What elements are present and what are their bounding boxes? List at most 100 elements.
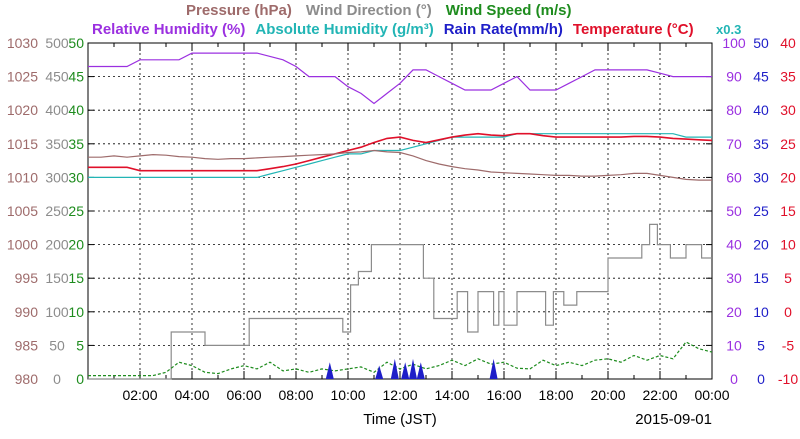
rain-rate-spike	[489, 358, 498, 379]
temperature-tick-label: 5	[784, 270, 792, 286]
rain-tick-label: 35	[753, 136, 769, 152]
wind-speed-tick-label: 10	[68, 304, 84, 320]
wind-speed-tick-label: 5	[76, 337, 84, 353]
x-tick-label: 22:00	[642, 387, 677, 403]
wind-direction-tick-label: 500	[45, 35, 69, 51]
wind-direction-tick-label: 250	[45, 203, 69, 219]
temperature-tick-label: 40	[780, 35, 796, 51]
temperature-tick-label: 25	[780, 136, 796, 152]
right-axes: 0102030405060708090100051015202530354045…	[706, 35, 798, 387]
rain-rate-spike	[390, 358, 399, 379]
wind-direction-tick-label: 150	[45, 270, 69, 286]
humidity-tick-label: 30	[726, 270, 742, 286]
humidity-tick-label: 40	[726, 237, 742, 253]
wind-direction-tick-label: 350	[45, 136, 69, 152]
humidity-tick-label: 90	[726, 69, 742, 85]
wind-speed-tick-label: 0	[76, 371, 84, 387]
scale-note-label: x0.3	[716, 22, 741, 37]
rain-tick-label: 5	[757, 337, 765, 353]
legend-row-2: Relative Humidity (%) Absolute Humidity (…	[92, 21, 694, 38]
temperature-tick-label: 0	[784, 304, 792, 320]
grid-lines	[88, 43, 712, 379]
x-tick-label: 10:00	[330, 387, 365, 403]
temperature-tick-label: 35	[780, 69, 796, 85]
wind-direction-tick-label: 0	[53, 371, 61, 387]
x-tick-label: 16:00	[486, 387, 521, 403]
rain-rate-spike	[375, 365, 384, 379]
legend-entry: Rain Rate(mm/h)	[444, 21, 563, 38]
wind-speed-line	[88, 341, 713, 377]
x-tick-label: 02:00	[122, 387, 157, 403]
temperature-tick-label: -5	[782, 337, 795, 353]
pressure-tick-label: 1015	[7, 136, 38, 152]
wind-direction-tick-label: 400	[45, 102, 69, 118]
legend-entry: Relative Humidity (%)	[92, 21, 245, 38]
wind-direction-tick-label: 100	[45, 304, 69, 320]
absolute-humidity-line	[88, 133, 712, 178]
pressure-tick-label: 980	[15, 371, 39, 387]
legend-entry: Pressure (hPa)	[186, 2, 292, 19]
pressure-tick-label: 1005	[7, 203, 38, 219]
rain-rate-spike	[416, 362, 425, 379]
wind-speed-tick-label: 35	[68, 136, 84, 152]
wind-speed-tick-label: 30	[68, 169, 84, 185]
humidity-tick-label: 0	[730, 371, 738, 387]
rain-tick-label: 30	[753, 169, 769, 185]
wind-speed-tick-label: 15	[68, 270, 84, 286]
pressure-tick-label: 995	[15, 270, 39, 286]
wind-direction-tick-label: 200	[45, 237, 69, 253]
relative-humidity-line	[88, 52, 712, 105]
pressure-tick-label: 985	[15, 337, 39, 353]
x-tick-label: 06:00	[226, 387, 261, 403]
series-layer	[88, 52, 713, 380]
pressure-tick-label: 990	[15, 304, 39, 320]
temperature-tick-label: 10	[780, 237, 796, 253]
temperature-tick-label: 30	[780, 102, 796, 118]
x-axis-label: Time (JST)	[363, 411, 437, 428]
x-tick-label: 18:00	[538, 387, 573, 403]
x-tick-label: 12:00	[382, 387, 417, 403]
legend-row-1: Pressure (hPa) Wind Direction (°) Wind Spe…	[186, 2, 571, 19]
temperature-tick-label: 15	[780, 203, 796, 219]
legend-entry: Temperature (°C)	[573, 21, 694, 38]
humidity-tick-label: 60	[726, 169, 742, 185]
wind-speed-tick-label: 40	[68, 102, 84, 118]
rain-rate-spike	[401, 362, 410, 379]
pressure-line	[88, 149, 712, 181]
x-tick-label: 20:00	[590, 387, 625, 403]
rain-tick-label: 15	[753, 270, 769, 286]
humidity-tick-label: 80	[726, 102, 742, 118]
pressure-tick-label: 1020	[7, 102, 38, 118]
rain-rate-spike	[325, 362, 334, 379]
wind-speed-tick-label: 50	[68, 35, 84, 51]
humidity-tick-label: 70	[726, 136, 742, 152]
wind-speed-tick-label: 20	[68, 237, 84, 253]
pressure-tick-label: 1030	[7, 35, 38, 51]
humidity-tick-label: 100	[722, 35, 746, 51]
rain-rate-spike	[409, 358, 417, 379]
date-label: 2015-09-01	[635, 411, 712, 428]
x-tick-label: 08:00	[278, 387, 313, 403]
rain-tick-label: 25	[753, 203, 769, 219]
wind-speed-tick-label: 25	[68, 203, 84, 219]
humidity-tick-label: 20	[726, 304, 742, 320]
temperature-tick-label: -10	[778, 371, 798, 387]
x-tick-label: 00:00	[694, 387, 729, 403]
legend-entry: Wind Direction (°)	[306, 2, 432, 19]
legend-entry: Absolute Humidity (g/m³)	[255, 21, 433, 38]
wind-direction-tick-label: 300	[45, 169, 69, 185]
temperature-line	[88, 132, 713, 172]
x-tick-label: 04:00	[174, 387, 209, 403]
wind-direction-tick-label: 450	[45, 69, 69, 85]
rain-tick-label: 10	[753, 304, 769, 320]
rain-tick-label: 0	[757, 371, 765, 387]
legend-entry: Wind Speed (m/s)	[446, 2, 572, 19]
rain-tick-label: 40	[753, 102, 769, 118]
pressure-tick-label: 1000	[7, 237, 38, 253]
rain-tick-label: 45	[753, 69, 769, 85]
pressure-tick-label: 1025	[7, 69, 38, 85]
pressure-tick-label: 1010	[7, 169, 38, 185]
x-axis: 02:00 04:00 06:00 08:00 10:00 12:00 14:00 16:00…	[87, 43, 730, 403]
